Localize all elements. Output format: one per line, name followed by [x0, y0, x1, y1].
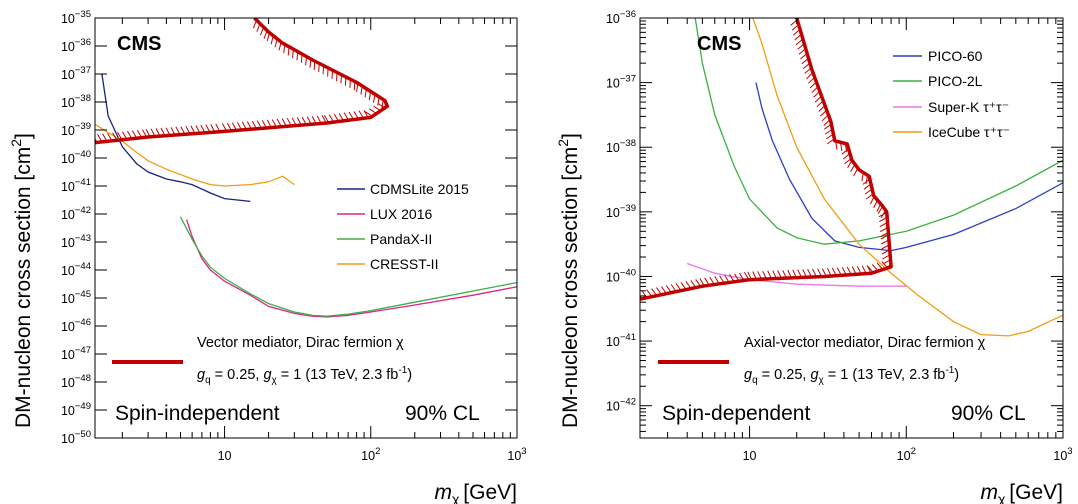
y-tick-label: 10−36	[61, 37, 91, 54]
y-tick-label: 10−43	[61, 233, 91, 250]
y-tick-label: 10−35	[61, 9, 91, 26]
observed-limit-line	[640, 18, 893, 301]
coupling-label-left: gq = 0.25, gχ = 1 (13 TeV, 2.3 fb-1)	[197, 365, 412, 386]
y-tick-label: 10−37	[61, 65, 91, 82]
series-pico-2l	[694, 18, 1063, 245]
cms-label-right: CMS	[697, 33, 741, 55]
y-tick-label: 10−40	[606, 267, 636, 284]
curves-right	[640, 18, 1063, 337]
y-tick-label: 10−41	[606, 332, 636, 349]
series-lux-2016	[185, 219, 517, 318]
y-tick-label: 10−38	[606, 138, 636, 155]
legend-right: PICO-60 PICO-2L Super-K τ⁺τ⁻ IceCube τ⁺τ…	[893, 48, 1010, 140]
observed-exclusion-hatch	[95, 19, 387, 143]
y-tick-label: 10−38	[61, 93, 91, 110]
legend-label-cdmslite: CDMSLite 2015	[370, 181, 469, 197]
x-tick-label: 103	[507, 446, 526, 463]
panel-label-right: Spin-dependent	[662, 402, 810, 425]
cl-label-right: 90% CL	[951, 402, 1026, 425]
y-tick-label: 10−47	[61, 345, 91, 362]
series-super-k	[686, 262, 907, 287]
legend-label-superk: Super-K τ⁺τ⁻	[928, 99, 1009, 115]
panel-spin-dependent: DM-nucleon cross section [cm2] 10 102 1031…	[555, 9, 1073, 504]
legend-label-pico60: PICO-60	[928, 48, 983, 64]
y-tick-label: 10−48	[61, 373, 91, 390]
y-tick-label: 10−36	[606, 9, 636, 26]
panel-spin-independent: DM-nucleon cross section [cm2] 10 102 1031…	[8, 9, 527, 504]
curves-left	[95, 18, 517, 318]
x-tick-label: 102	[361, 446, 380, 463]
y-tick-label: 10−40	[61, 149, 91, 166]
y-tick-label: 10−37	[606, 74, 636, 91]
x-tick-label: 103	[1053, 446, 1072, 463]
legend-left: CDMSLite 2015 LUX 2016 PandaX-II CRESST-…	[337, 181, 469, 272]
legend-label-lux: LUX 2016	[370, 206, 432, 222]
legend-label-cresst: CRESST-II	[370, 256, 438, 272]
legend-label-icecube: IceCube τ⁺τ⁻	[928, 124, 1010, 140]
x-tick-label: 102	[897, 446, 916, 463]
y-tick-label: 10−45	[61, 289, 91, 306]
x-axis-label-left: mχ [GeV]	[434, 481, 517, 504]
series-icecube	[752, 18, 1063, 337]
y-axis-label-left: DM-nucleon cross section [cm2]	[8, 133, 35, 428]
cms-label-left: CMS	[117, 33, 161, 55]
observed-limit-line	[95, 18, 390, 145]
plot-frame-left	[94, 17, 518, 439]
plot-frame-right	[639, 17, 1064, 439]
cl-label-left: 90% CL	[405, 402, 480, 425]
coupling-label-right: gq = 0.25, gχ = 1 (13 TeV, 2.3 fb-1)	[744, 365, 959, 386]
mediator-label-right: Axial-vector mediator, Dirac fermion χ	[744, 335, 986, 351]
y-tick-label: 10−39	[606, 203, 636, 220]
y-tick-label: 10−42	[61, 205, 91, 222]
y-tick-label: 10−50	[61, 429, 91, 446]
legend-label-pico2l: PICO-2L	[928, 73, 983, 89]
legend-label-pandax: PandaX-II	[370, 231, 432, 247]
y-tick-label: 10−41	[61, 177, 91, 194]
y-tick-label: 10−39	[61, 121, 91, 138]
ticks-left: 10 102 103 10−35 10−36 10−37 10−38 10−39 10−40 10…	[61, 9, 527, 463]
y-tick-label: 10−49	[61, 401, 91, 418]
ticks-right: 10 102 103 10−36 10−37 10−38 10−39 10−40 10−41 10…	[606, 9, 1073, 463]
series-cresst-ii	[95, 123, 295, 187]
y-tick-label: 10−42	[606, 397, 636, 414]
x-axis-label-right: mχ [GeV]	[980, 481, 1063, 504]
mediator-label-left: Vector mediator, Dirac fermion χ	[197, 335, 404, 351]
y-tick-label: 10−46	[61, 317, 91, 334]
x-tick-label: 10	[218, 449, 232, 463]
y-axis-label-right: DM-nucleon cross section [cm2]	[555, 133, 582, 428]
panel-label-left: Spin-independent	[115, 402, 280, 425]
series-pico-60	[755, 82, 1063, 252]
series-pandax-ii	[179, 216, 517, 317]
observed-exclusion-hatch	[640, 19, 892, 299]
series-cdmslite-2015	[101, 73, 251, 203]
x-tick-label: 10	[743, 449, 757, 463]
y-tick-label: 10−44	[61, 261, 91, 278]
